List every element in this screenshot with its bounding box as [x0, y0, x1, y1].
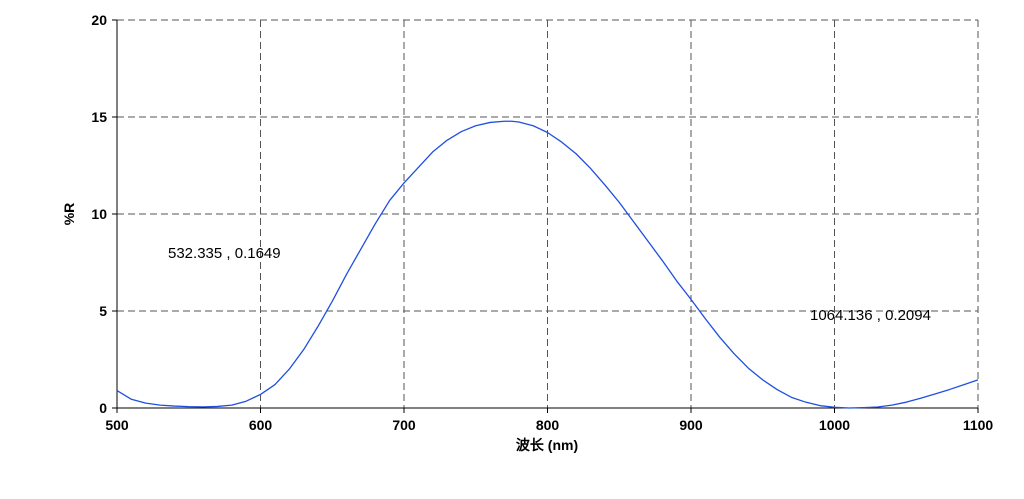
x-tick-label: 1100 [963, 417, 994, 433]
y-tick-label: 0 [99, 400, 107, 416]
y-tick-labels: 0 5 10 15 20 [91, 12, 117, 416]
y-tick-label: 5 [99, 303, 107, 319]
grid [117, 19, 979, 408]
x-tick-label: 600 [249, 417, 273, 433]
x-tick-label: 1000 [819, 417, 850, 433]
x-tick-label: 800 [536, 417, 560, 433]
x-tick-label: 700 [392, 417, 416, 433]
x-tick-label: 500 [105, 417, 129, 433]
x-tick-label: 900 [679, 417, 703, 433]
x-axis-label: 波长 (nm) [516, 437, 578, 453]
x-tick-labels: 500 600 700 800 900 1000 1100 [105, 408, 993, 433]
annotation-left: 532.335 , 0.1649 [168, 245, 281, 262]
series-group [116, 120, 979, 409]
annotation-right: 1064.136 , 0.2094 [810, 307, 931, 324]
y-tick-label: 15 [91, 109, 107, 125]
y-axis-label: %R [61, 203, 77, 226]
y-tick-label: 10 [91, 206, 107, 222]
series-line-0 [116, 120, 979, 409]
y-tick-label: 20 [91, 12, 107, 28]
